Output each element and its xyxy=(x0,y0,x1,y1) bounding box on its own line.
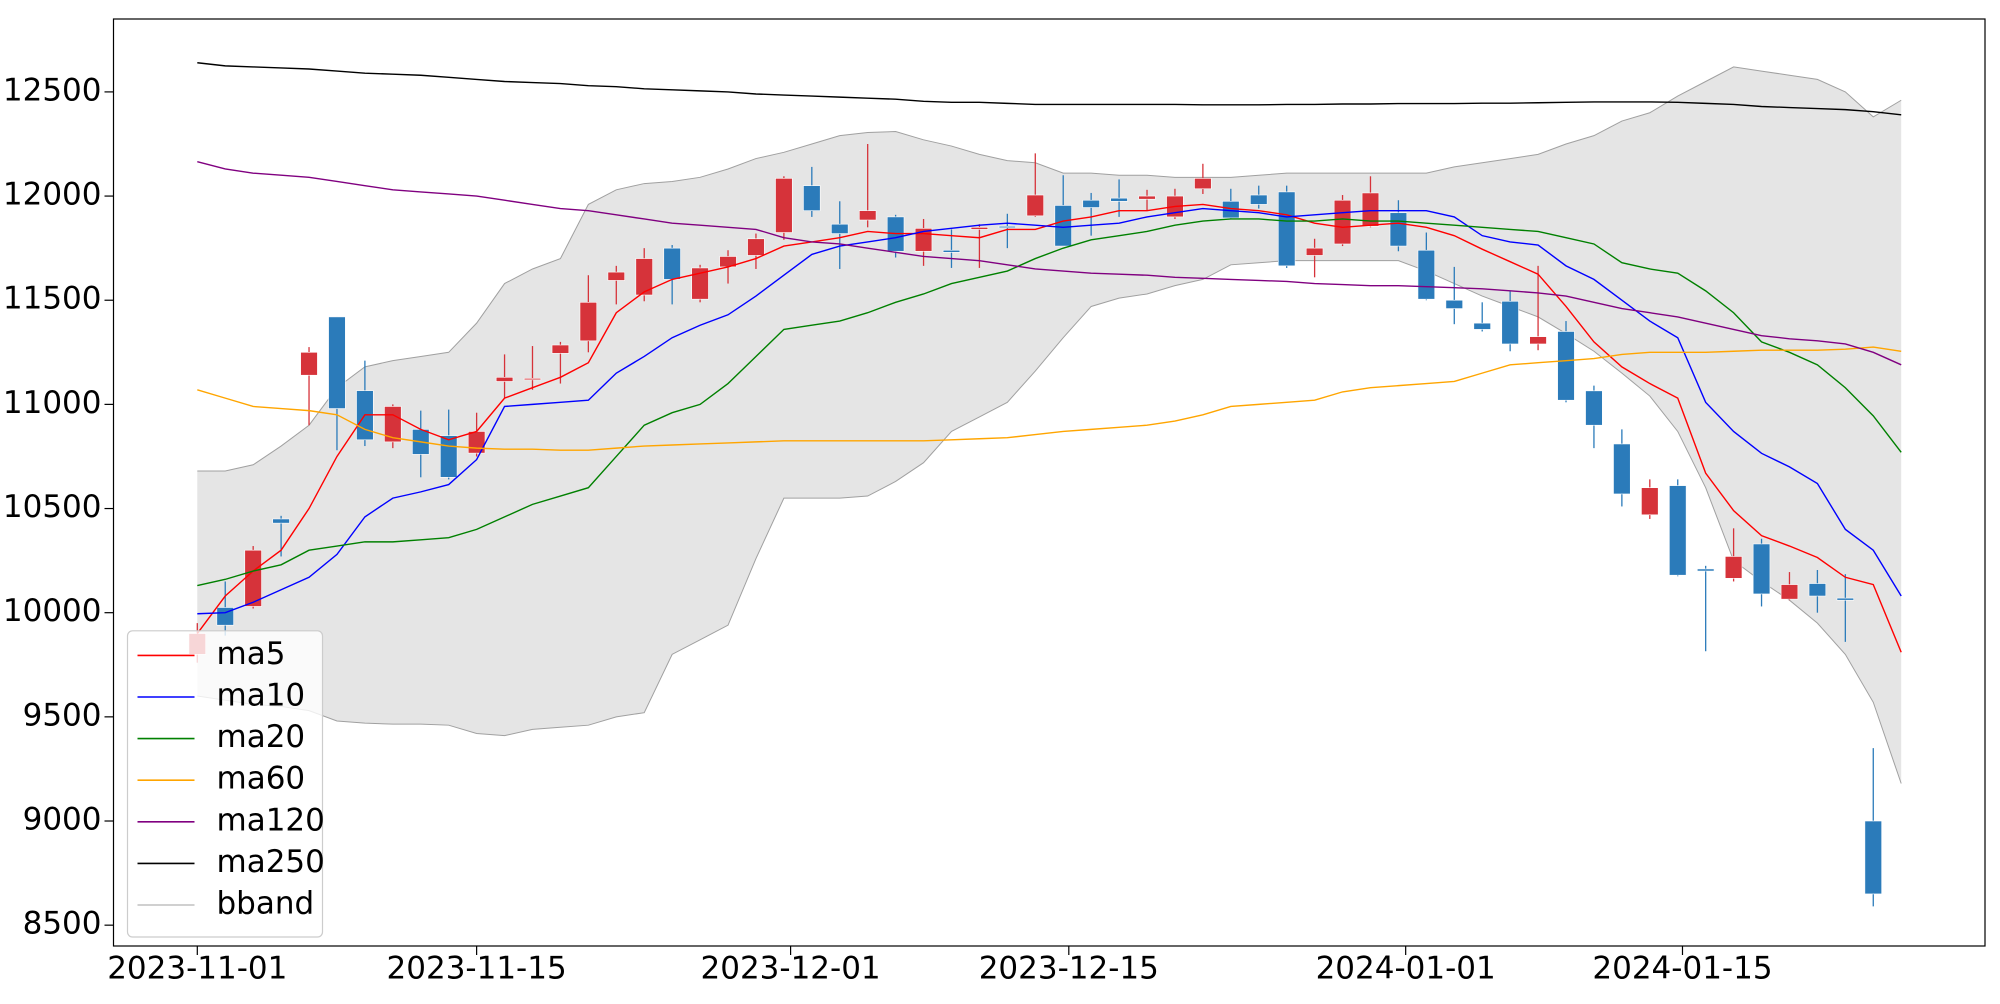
y-tick-label: 12000 xyxy=(3,177,102,213)
legend-label: ma20 xyxy=(217,719,306,755)
candle-body xyxy=(495,377,514,382)
candle-body xyxy=(1389,212,1408,247)
candle-body xyxy=(1641,487,1659,516)
candle-body xyxy=(1333,199,1352,245)
candle-body xyxy=(663,247,681,280)
y-tick-label: 10500 xyxy=(3,489,102,525)
candle-body xyxy=(1864,820,1882,895)
candle-body xyxy=(1780,584,1799,600)
candle-body xyxy=(551,344,570,354)
y-tick-label: 12500 xyxy=(3,72,102,108)
y-tick-label: 8500 xyxy=(23,906,102,942)
candle-body xyxy=(1305,247,1324,256)
candle-body xyxy=(216,607,234,626)
ma-line xyxy=(196,203,1902,653)
candle-body xyxy=(859,210,877,221)
band-area xyxy=(197,66,1902,784)
legend-label: ma120 xyxy=(217,802,325,838)
candle-body xyxy=(1669,485,1687,576)
candle-body xyxy=(440,435,458,478)
ma-line xyxy=(197,207,1902,615)
candle-body xyxy=(1836,597,1855,601)
candle-body xyxy=(1585,390,1603,426)
candle-body xyxy=(272,518,290,524)
y-tick-label: 11500 xyxy=(3,281,102,317)
candle-body xyxy=(1110,197,1128,202)
candle-body xyxy=(1529,336,1547,345)
candle-body xyxy=(1473,322,1491,330)
candle-body xyxy=(1808,583,1827,597)
candle-body xyxy=(523,378,542,381)
candle-body xyxy=(1501,300,1519,345)
candle-body xyxy=(579,302,598,342)
band-edge xyxy=(197,66,1902,472)
candle-body xyxy=(1696,568,1715,572)
candle-body xyxy=(1445,299,1463,309)
candle-body xyxy=(747,238,765,256)
candle-body xyxy=(803,185,821,211)
candle-body xyxy=(1138,195,1156,200)
candle-body xyxy=(775,178,793,233)
candle-body xyxy=(244,549,262,607)
candle-body xyxy=(1194,178,1212,190)
candle-body xyxy=(998,225,1017,229)
x-tick-label: 2023-12-01 xyxy=(701,951,881,987)
legend-label: ma60 xyxy=(217,761,306,797)
candle-body xyxy=(1557,331,1575,401)
x-tick-label: 2024-01-15 xyxy=(1592,951,1772,987)
y-tick-label: 11000 xyxy=(3,385,102,421)
legend-label: ma10 xyxy=(217,678,306,714)
candle-body xyxy=(691,267,709,300)
candle-body xyxy=(1361,192,1380,227)
candle-body xyxy=(1417,249,1436,300)
candle-body xyxy=(607,271,625,281)
x-tick-label: 2023-11-15 xyxy=(387,951,567,987)
ma-line xyxy=(197,218,1902,587)
y-tick-label: 9000 xyxy=(23,802,102,838)
candle-body xyxy=(1277,191,1296,267)
band-edge xyxy=(197,260,1902,784)
x-tick-label: 2023-11-01 xyxy=(107,951,287,987)
candle-body xyxy=(1613,443,1631,495)
candle-body xyxy=(1752,543,1771,595)
candle-body xyxy=(300,352,318,376)
legend-label: bband xyxy=(217,886,315,922)
ma-line xyxy=(197,346,1902,451)
candle-body xyxy=(328,316,346,409)
plot-frame xyxy=(112,18,1986,947)
legend: ma5 ma10 ma20 ma60 ma120 ma250 bband xyxy=(126,630,325,938)
candle-body xyxy=(1054,205,1072,247)
legend-box xyxy=(126,630,324,938)
candle-body xyxy=(831,223,849,234)
candle-body xyxy=(1724,556,1743,579)
candle-body xyxy=(1082,199,1100,208)
x-tick-label: 2024-01-01 xyxy=(1316,951,1496,987)
candle-body xyxy=(1026,194,1044,217)
plot-area xyxy=(188,62,1902,907)
candle-body xyxy=(970,227,989,230)
ma-line xyxy=(197,161,1902,366)
candle-body xyxy=(635,258,653,296)
legend-label: ma250 xyxy=(217,844,325,880)
ma-line xyxy=(197,62,1902,116)
legend-label: ma5 xyxy=(217,636,286,672)
candle-body xyxy=(942,249,961,253)
y-tick-label: 9500 xyxy=(23,697,102,733)
x-tick-label: 2023-12-15 xyxy=(979,951,1159,987)
candle-body xyxy=(1250,194,1268,205)
y-tick-label: 10000 xyxy=(3,593,102,629)
